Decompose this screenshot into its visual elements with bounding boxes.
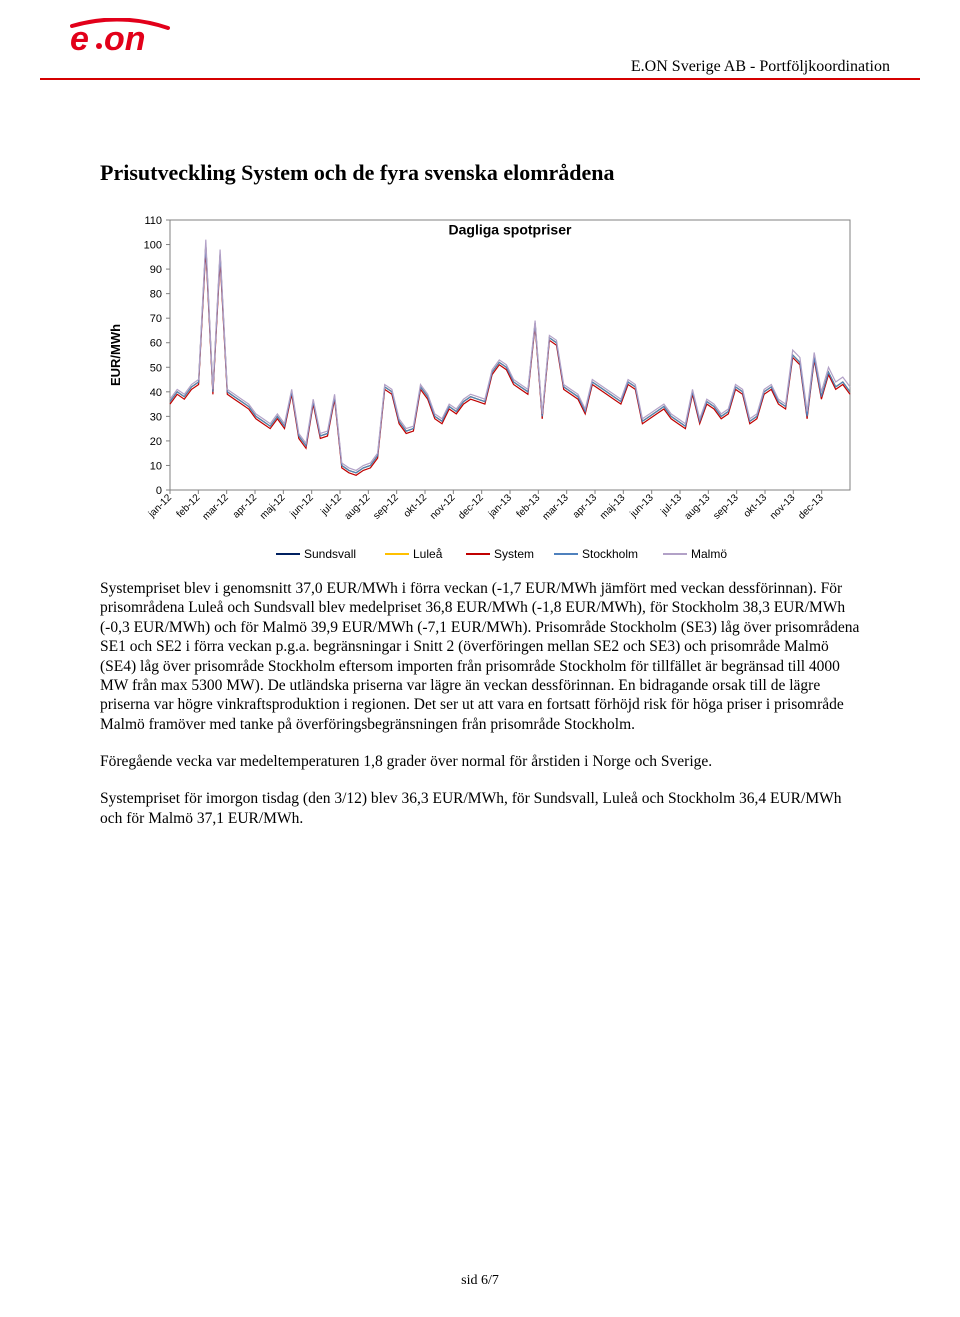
paragraph-1: Systempriset blev i genomsnitt 37,0 EUR/… <box>100 579 860 734</box>
svg-text:jun-12: jun-12 <box>288 492 316 520</box>
svg-text:apr-12: apr-12 <box>231 492 260 521</box>
svg-text:50: 50 <box>150 362 162 374</box>
svg-text:nov-12: nov-12 <box>428 492 458 522</box>
svg-text:30: 30 <box>150 411 162 423</box>
svg-text:70: 70 <box>150 313 162 325</box>
svg-text:10: 10 <box>150 460 162 472</box>
svg-text:EUR/MWh: EUR/MWh <box>108 324 123 386</box>
svg-text:maj-13: maj-13 <box>598 492 628 522</box>
svg-text:on: on <box>104 20 146 58</box>
svg-text:jul-13: jul-13 <box>658 492 684 518</box>
spot-price-chart: 0102030405060708090100110EUR/MWhjan-12fe… <box>100 210 860 575</box>
paragraph-2: Föregående vecka var medeltemperaturen 1… <box>100 752 860 771</box>
svg-text:aug-13: aug-13 <box>683 492 713 522</box>
header-company-title: E.ON Sverige AB - Portföljkoordination <box>631 58 890 80</box>
svg-text:sep-13: sep-13 <box>711 492 741 522</box>
svg-text:dec-13: dec-13 <box>796 492 826 522</box>
svg-text:mar-12: mar-12 <box>201 492 231 522</box>
svg-text:20: 20 <box>150 436 162 448</box>
svg-text:60: 60 <box>150 338 162 350</box>
svg-text:System: System <box>494 547 534 561</box>
svg-text:feb-13: feb-13 <box>515 492 543 520</box>
svg-text:110: 110 <box>144 215 162 227</box>
svg-text:Luleå: Luleå <box>413 547 443 561</box>
svg-text:sep-12: sep-12 <box>371 492 401 522</box>
svg-text:apr-13: apr-13 <box>571 492 600 521</box>
svg-text:jan-13: jan-13 <box>486 492 514 520</box>
svg-text:40: 40 <box>150 387 162 399</box>
svg-text:Stockholm: Stockholm <box>582 547 638 561</box>
svg-text:Malmö: Malmö <box>691 547 727 561</box>
paragraph-3: Systempriset för imorgon tisdag (den 3/1… <box>100 789 860 828</box>
svg-text:okt-12: okt-12 <box>402 492 430 520</box>
svg-text:mar-13: mar-13 <box>541 492 571 522</box>
svg-text:90: 90 <box>150 264 162 276</box>
header-divider <box>40 78 920 80</box>
section-title: Prisutveckling System och de fyra svensk… <box>100 160 860 186</box>
eon-logo: e on <box>70 18 190 58</box>
svg-text:0: 0 <box>156 485 162 497</box>
page-footer: sid 6/7 <box>0 1273 960 1289</box>
svg-text:aug-12: aug-12 <box>343 492 373 522</box>
svg-text:jul-12: jul-12 <box>318 492 344 518</box>
svg-text:okt-13: okt-13 <box>742 492 770 520</box>
page-content: Prisutveckling System och de fyra svensk… <box>0 80 960 828</box>
svg-text:100: 100 <box>144 240 162 252</box>
svg-text:Dagliga spotpriser: Dagliga spotpriser <box>449 221 572 237</box>
svg-text:feb-12: feb-12 <box>175 492 203 520</box>
page-header: e on E.ON Sverige AB - Portföljkoordinat… <box>0 0 960 80</box>
svg-text:80: 80 <box>150 289 162 301</box>
svg-text:maj-12: maj-12 <box>258 492 288 522</box>
body-text: Systempriset blev i genomsnitt 37,0 EUR/… <box>100 579 860 828</box>
svg-text:nov-13: nov-13 <box>768 492 798 522</box>
svg-text:dec-12: dec-12 <box>456 492 486 522</box>
svg-text:jun-13: jun-13 <box>628 492 656 520</box>
svg-text:Sundsvall: Sundsvall <box>304 547 356 561</box>
